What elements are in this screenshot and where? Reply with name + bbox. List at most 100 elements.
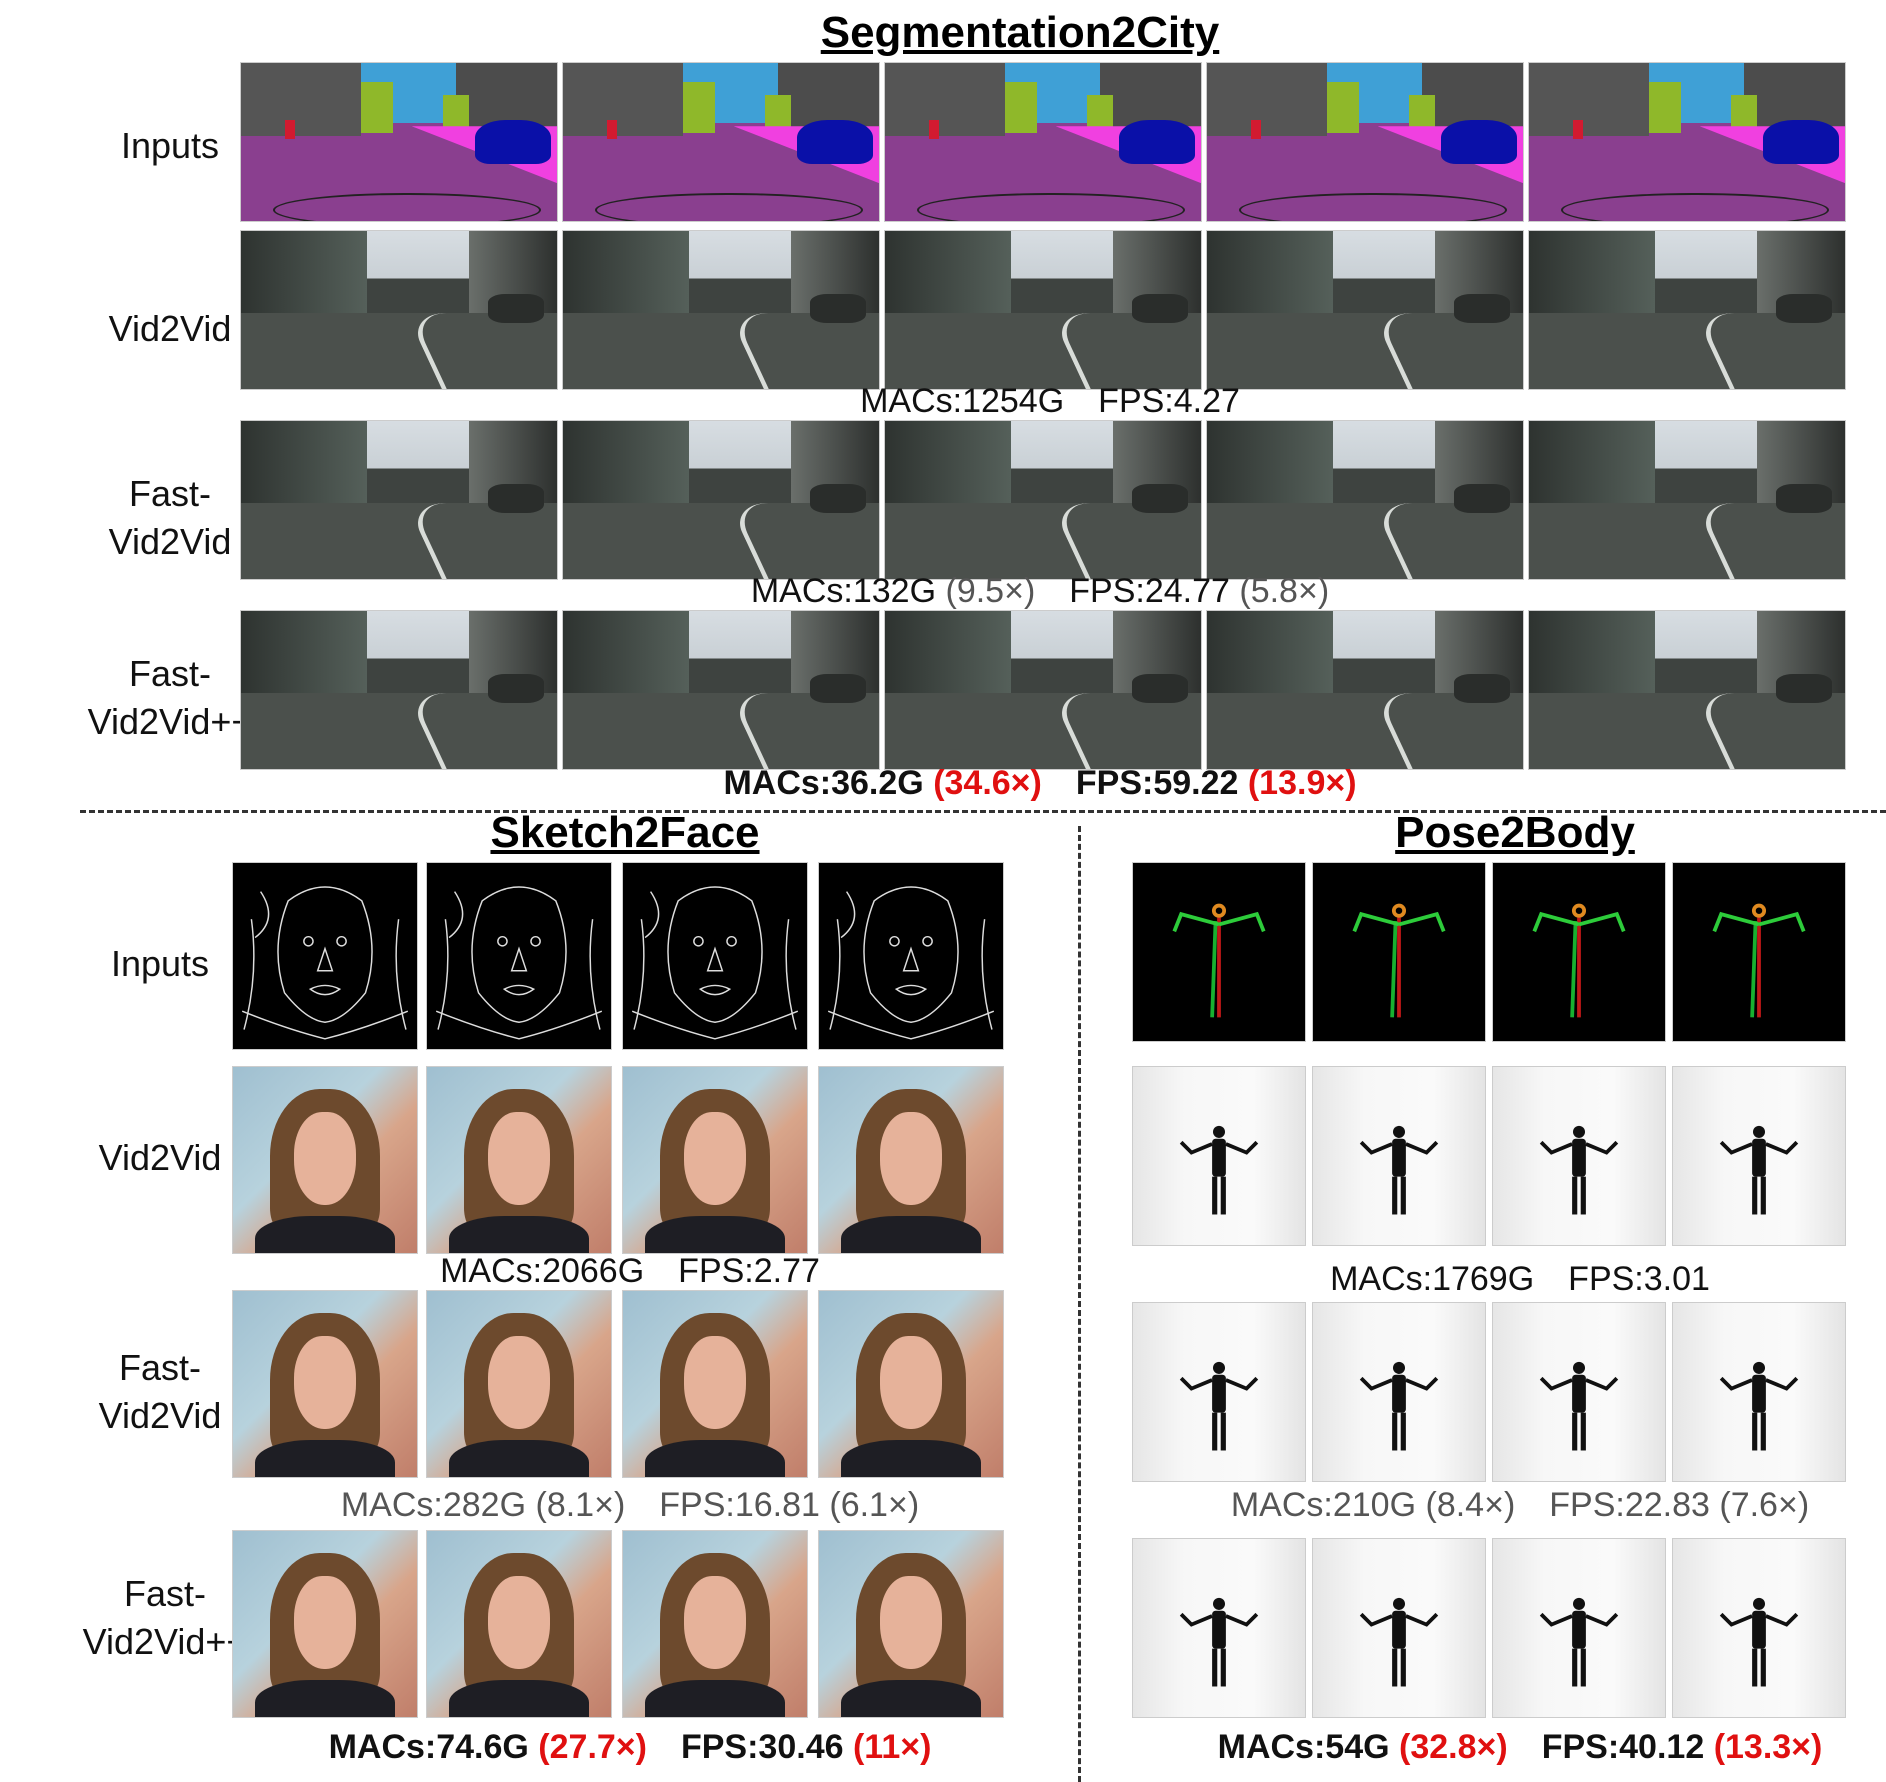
city-input-segmentation-image xyxy=(240,62,558,222)
macs-ratio: (27.7×) xyxy=(538,1728,647,1766)
city-stats-fast-vid2vid: MACs:132G (9.5×) FPS:24.77 (5.8×) xyxy=(640,572,1440,611)
macs-ratio: (8.1×) xyxy=(535,1486,626,1524)
row-label-inputs: Inputs xyxy=(110,943,210,984)
city-fast-vid2vid-output-image xyxy=(1206,420,1524,580)
city-fast-vid2vid-plus-output-image xyxy=(884,610,1202,770)
fps-ratio: (5.8×) xyxy=(1239,572,1330,610)
macs-ratio: (9.5×) xyxy=(945,572,1036,610)
row-label-fast-vid2vid-plus: Fast- Vid2Vid++ xyxy=(82,1573,248,1662)
face-fast-vid2vid-output-image xyxy=(622,1290,808,1478)
macs-ratio: (32.8×) xyxy=(1399,1728,1508,1766)
body-fast-vid2vid-output-image xyxy=(1492,1302,1666,1482)
fps-value: FPS:30.46 xyxy=(680,1728,844,1766)
row-label-fast-vid2vid: Fast- Vid2Vid xyxy=(108,473,232,562)
city-fast-vid2vid-output-image xyxy=(884,420,1202,580)
macs-value: MACs:74.6G xyxy=(328,1728,529,1766)
fps-ratio: (13.3×) xyxy=(1713,1728,1823,1766)
body-input-pose-image xyxy=(1312,862,1486,1042)
fps-ratio: (7.6×) xyxy=(1719,1486,1810,1524)
city-stats-fast-vid2vid-plus: MACs:36.2G (34.6×) FPS:59.22 (13.9×) xyxy=(640,764,1440,803)
section-title-segmentation2city: Segmentation2City xyxy=(820,8,1220,57)
body-fast-vid2vid-plus-output-image xyxy=(1312,1538,1486,1718)
body-stats-vid2vid: MACs:1769G FPS:3.01 xyxy=(1270,1260,1770,1299)
row-label-vid2vid: Vid2Vid xyxy=(98,1137,222,1178)
city-fast-vid2vid-plus-output-image xyxy=(240,610,558,770)
city-fast-vid2vid-output-image xyxy=(240,420,558,580)
body-fast-vid2vid-output-image xyxy=(1312,1302,1486,1482)
body-fast-vid2vid-output-image xyxy=(1672,1302,1846,1482)
body-vid2vid-output-image xyxy=(1492,1066,1666,1246)
face-stats-fast-vid2vid: MACs:282G (8.1×) FPS:16.81 (6.1×) xyxy=(290,1486,970,1525)
city-input-segmentation-image xyxy=(884,62,1202,222)
face-fast-vid2vid-plus-output-image xyxy=(232,1530,418,1718)
body-fast-vid2vid-plus-output-image xyxy=(1672,1538,1846,1718)
face-input-sketch-image xyxy=(426,862,612,1050)
row-label-inputs: Inputs xyxy=(120,125,220,166)
row-label-fast-vid2vid: Fast- Vid2Vid xyxy=(98,1347,222,1436)
macs-ratio: (8.4×) xyxy=(1425,1486,1516,1524)
body-vid2vid-output-image xyxy=(1312,1066,1486,1246)
city-fast-vid2vid-plus-output-image xyxy=(1528,610,1846,770)
fps-ratio: (11×) xyxy=(852,1728,932,1766)
city-input-segmentation-image xyxy=(1528,62,1846,222)
macs-value: MACs:54G xyxy=(1217,1728,1390,1766)
fps-ratio: (13.9×) xyxy=(1247,764,1357,802)
city-fast-vid2vid-plus-output-image xyxy=(562,610,880,770)
body-stats-fast-vid2vid-plus: MACs:54G (32.8×) FPS:40.12 (13.3×) xyxy=(1170,1728,1870,1767)
macs-ratio: (34.6×) xyxy=(933,764,1042,802)
section-title-pose2body: Pose2Body xyxy=(1395,808,1635,857)
body-vid2vid-output-image xyxy=(1132,1066,1306,1246)
city-fast-vid2vid-plus-output-image xyxy=(1206,610,1524,770)
face-fast-vid2vid-plus-output-image xyxy=(426,1530,612,1718)
city-stats-vid2vid: MACs:1254G FPS:4.27 xyxy=(800,382,1300,421)
section-title-sketch2face: Sketch2Face xyxy=(490,808,760,857)
fps-value: FPS:4.27 xyxy=(1098,382,1240,420)
city-vid2vid-output-image xyxy=(884,230,1202,390)
face-fast-vid2vid-output-image xyxy=(818,1290,1004,1478)
face-fast-vid2vid-output-image xyxy=(426,1290,612,1478)
face-vid2vid-output-image xyxy=(232,1066,418,1254)
face-fast-vid2vid-output-image xyxy=(232,1290,418,1478)
macs-value: MACs:282G xyxy=(340,1486,527,1524)
fps-value: FPS:59.22 xyxy=(1075,764,1239,802)
city-fast-vid2vid-output-image xyxy=(562,420,880,580)
body-fast-vid2vid-plus-output-image xyxy=(1492,1538,1666,1718)
fps-ratio: (6.1×) xyxy=(829,1486,920,1524)
macs-value: MACs:2066G xyxy=(440,1252,645,1290)
face-fast-vid2vid-plus-output-image xyxy=(622,1530,808,1718)
city-vid2vid-output-image xyxy=(240,230,558,390)
body-fast-vid2vid-plus-output-image xyxy=(1132,1538,1306,1718)
macs-value: MACs:36.2G xyxy=(723,764,924,802)
macs-value: MACs:132G xyxy=(750,572,937,610)
face-input-sketch-image xyxy=(232,862,418,1050)
row-label-fast-vid2vid-plus: Fast- Vid2Vid++ xyxy=(87,653,253,742)
fps-value: FPS:3.01 xyxy=(1568,1260,1710,1298)
city-vid2vid-output-image xyxy=(1206,230,1524,390)
face-input-sketch-image xyxy=(818,862,1004,1050)
macs-value: MACs:1769G xyxy=(1330,1260,1535,1298)
body-vid2vid-output-image xyxy=(1672,1066,1846,1246)
row-label-vid2vid: Vid2Vid xyxy=(108,308,232,349)
face-input-sketch-image xyxy=(622,862,808,1050)
vertical-divider xyxy=(1078,826,1081,1782)
city-vid2vid-output-image xyxy=(1528,230,1846,390)
body-fast-vid2vid-output-image xyxy=(1132,1302,1306,1482)
body-input-pose-image xyxy=(1492,862,1666,1042)
city-input-segmentation-image xyxy=(562,62,880,222)
fps-value: FPS:24.77 xyxy=(1069,572,1230,610)
macs-value: MACs:1254G xyxy=(860,382,1065,420)
face-vid2vid-output-image xyxy=(622,1066,808,1254)
body-stats-fast-vid2vid: MACs:210G (8.4×) FPS:22.83 (7.6×) xyxy=(1170,1486,1870,1525)
macs-value: MACs:210G xyxy=(1230,1486,1417,1524)
face-fast-vid2vid-plus-output-image xyxy=(818,1530,1004,1718)
fps-value: FPS:22.83 xyxy=(1549,1486,1710,1524)
face-stats-vid2vid: MACs:2066G FPS:2.77 xyxy=(380,1252,880,1291)
horizontal-divider xyxy=(80,810,1886,813)
face-stats-fast-vid2vid-plus: MACs:74.6G (27.7×) FPS:30.46 (11×) xyxy=(290,1728,970,1767)
face-vid2vid-output-image xyxy=(818,1066,1004,1254)
fps-value: FPS:16.81 xyxy=(659,1486,820,1524)
body-input-pose-image xyxy=(1672,862,1846,1042)
city-fast-vid2vid-output-image xyxy=(1528,420,1846,580)
city-vid2vid-output-image xyxy=(562,230,880,390)
face-vid2vid-output-image xyxy=(426,1066,612,1254)
